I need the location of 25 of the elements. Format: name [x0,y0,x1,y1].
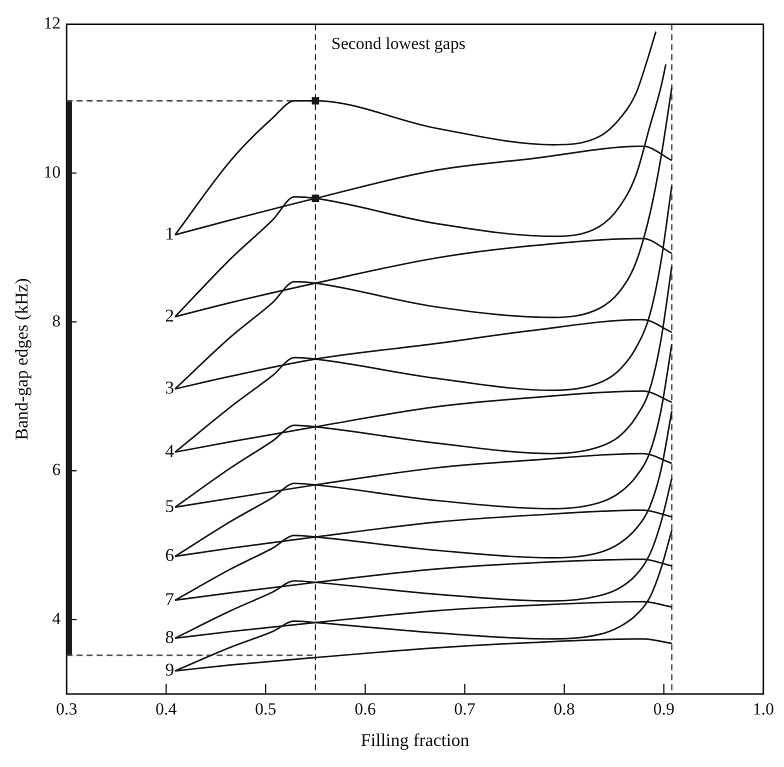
x-tick-label: 0.8 [554,700,575,719]
x-tick-label: 0.7 [454,700,476,719]
x-tick-label: 0.5 [255,700,276,719]
series-label: 6 [165,545,174,566]
series-label: 7 [165,588,174,609]
series-label: 8 [165,626,174,647]
x-tick-label: 0.6 [354,700,376,719]
x-tick-label: 0.4 [156,700,178,719]
x-tick-label: 0.9 [653,700,674,719]
series-label: 4 [165,440,174,461]
x-axis-title: Filling fraction [360,730,470,750]
annotation: Second lowest gaps [331,34,466,53]
x-tick-label: 0.3 [56,700,78,719]
y-tick-label: 8 [52,311,61,330]
series-label: 5 [165,496,174,516]
y-tick-label: 4 [52,609,62,628]
y-axis-title: Band-gap edges (kHz) [12,278,32,440]
series-label: 1 [165,224,174,244]
y-tick-label: 10 [44,162,61,182]
x-tick-label: 1.0 [752,700,774,719]
series-label: 9 [165,660,174,680]
y-tick-label: 12 [44,14,61,33]
y-tick-label: 6 [52,460,61,480]
series-label: 2 [165,305,174,326]
series-label: 3 [165,378,174,398]
